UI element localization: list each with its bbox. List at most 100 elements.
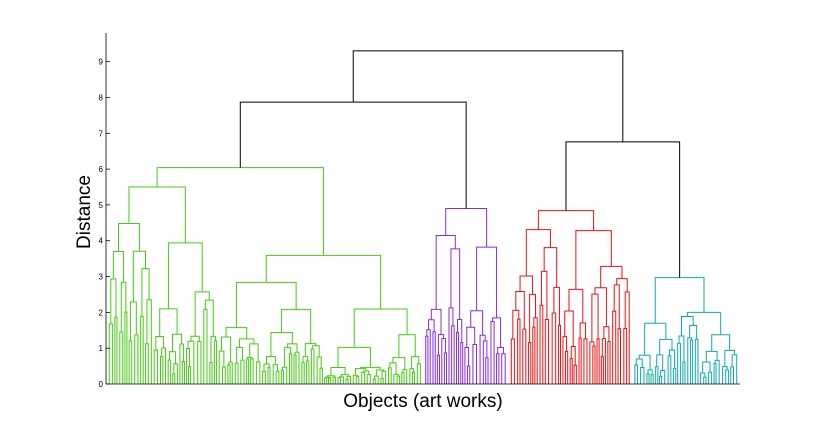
dendrogram-link bbox=[564, 350, 569, 384]
dendrogram-link bbox=[172, 373, 176, 384]
dendrogram-link bbox=[187, 366, 192, 384]
y-tick-label: 7 bbox=[99, 129, 104, 138]
dendrogram-link bbox=[501, 353, 506, 384]
dendrogram-link bbox=[213, 340, 218, 384]
y-axis: 0 1 2 3 4 5 6 7 8 9 bbox=[99, 33, 740, 389]
dendrogram-link bbox=[646, 373, 650, 384]
dendrogram-link bbox=[497, 346, 504, 354]
dendrogram-link bbox=[324, 377, 328, 384]
dendrogram-link bbox=[275, 370, 280, 384]
dendrogram-link bbox=[117, 223, 140, 252]
dendrogram-link bbox=[460, 341, 464, 384]
dendrogram-link bbox=[228, 361, 233, 384]
dendrogram-link bbox=[327, 377, 332, 384]
dendrogram-link bbox=[525, 229, 551, 277]
dendrogram-link bbox=[337, 346, 371, 368]
y-tick-label: 9 bbox=[99, 58, 104, 67]
dendrogram-link bbox=[346, 375, 351, 384]
dendrogram-link bbox=[140, 315, 144, 384]
dendrogram-link bbox=[476, 246, 498, 318]
dendrogram-link bbox=[522, 328, 527, 384]
dendrogram-link bbox=[332, 376, 337, 384]
dendrogram-link bbox=[540, 270, 548, 320]
dendrogram-link bbox=[437, 334, 445, 356]
dendrogram-link bbox=[402, 369, 408, 384]
dendrogram-link bbox=[591, 293, 599, 342]
dendrogram-link bbox=[612, 310, 617, 384]
dendrogram-link bbox=[301, 361, 305, 384]
dendrogram-link bbox=[153, 349, 158, 384]
dendrogram-link bbox=[472, 343, 477, 384]
dendrogram-link bbox=[682, 361, 686, 384]
dendrogram-link bbox=[617, 328, 622, 384]
dendrogram-link bbox=[236, 346, 243, 364]
dendrogram-link bbox=[659, 375, 663, 384]
dendrogram-link bbox=[416, 363, 421, 384]
dendrogram-link bbox=[366, 373, 371, 384]
dendrogram-link bbox=[594, 287, 607, 327]
dendrogram-link bbox=[250, 358, 254, 384]
dendrogram-link bbox=[381, 370, 387, 384]
dendrogram-link bbox=[310, 348, 315, 384]
dendrogram-link bbox=[443, 352, 448, 384]
y-tick-label: 1 bbox=[99, 344, 104, 353]
dendrogram-link bbox=[592, 345, 596, 384]
dendrogram-link bbox=[293, 354, 297, 384]
dendrogram-link bbox=[392, 357, 406, 370]
x-axis-title: Objects (art works) bbox=[343, 391, 502, 412]
y-tick-label: 3 bbox=[99, 273, 104, 282]
dendrogram-link bbox=[355, 376, 360, 384]
dendrogram-link bbox=[603, 326, 610, 342]
dendrogram-link bbox=[112, 250, 125, 283]
dendrogram-link bbox=[432, 331, 436, 384]
dendrogram-link bbox=[374, 375, 379, 384]
dendrogram-link bbox=[703, 376, 707, 384]
dendrogram-link bbox=[730, 366, 735, 384]
dendrogram-link bbox=[114, 316, 118, 384]
dendrogram-link bbox=[436, 354, 440, 384]
dendrogram-link bbox=[711, 334, 731, 352]
dendrogram-link bbox=[731, 354, 738, 384]
dendrogram-link bbox=[128, 186, 186, 243]
dendrogram-link bbox=[134, 334, 139, 384]
dendrogram-link bbox=[267, 366, 271, 384]
dendrogram-link bbox=[234, 362, 239, 384]
dendrogram-link bbox=[677, 342, 681, 384]
dendrogram-link bbox=[680, 316, 694, 337]
dendrogram-link bbox=[634, 364, 639, 384]
dendrogram-link bbox=[450, 248, 461, 320]
dendrogram-link bbox=[270, 332, 293, 357]
dendrogram-link bbox=[724, 349, 735, 367]
dendrogram-link bbox=[281, 309, 312, 344]
dendrogram-link bbox=[668, 349, 676, 369]
dendrogram-link bbox=[640, 366, 645, 384]
dendrogram-link bbox=[702, 361, 711, 374]
dendrogram-link bbox=[361, 371, 366, 384]
dendrogram-link bbox=[667, 355, 672, 384]
dendrogram-link bbox=[466, 365, 471, 384]
dendrogram-link bbox=[190, 335, 200, 342]
dendrogram-link bbox=[411, 371, 415, 384]
dendrogram-link bbox=[613, 284, 620, 329]
dendrogram-link bbox=[544, 319, 549, 384]
dendrogram-link bbox=[482, 340, 488, 384]
y-tick-label: 4 bbox=[99, 237, 104, 246]
y-tick-label: 2 bbox=[99, 308, 104, 317]
dendrogram-link-top bbox=[565, 141, 681, 278]
dendrogram-link bbox=[218, 350, 225, 384]
dendrogram-link bbox=[156, 167, 324, 256]
dendrogram-link bbox=[425, 335, 429, 384]
dendrogram-link bbox=[401, 372, 405, 384]
dendrogram-link bbox=[689, 339, 694, 384]
dendrogram-link bbox=[672, 367, 677, 384]
dendrogram-link bbox=[686, 311, 722, 335]
dendrogram-link bbox=[239, 338, 255, 348]
dendrogram-link bbox=[485, 357, 489, 384]
dendrogram-link bbox=[532, 326, 536, 384]
dendrogram-link bbox=[654, 277, 705, 324]
dendrogram-link bbox=[246, 358, 250, 384]
dendrogram-link bbox=[108, 323, 113, 384]
dendrogram-link bbox=[167, 242, 203, 309]
dendrogram-link bbox=[650, 374, 654, 384]
